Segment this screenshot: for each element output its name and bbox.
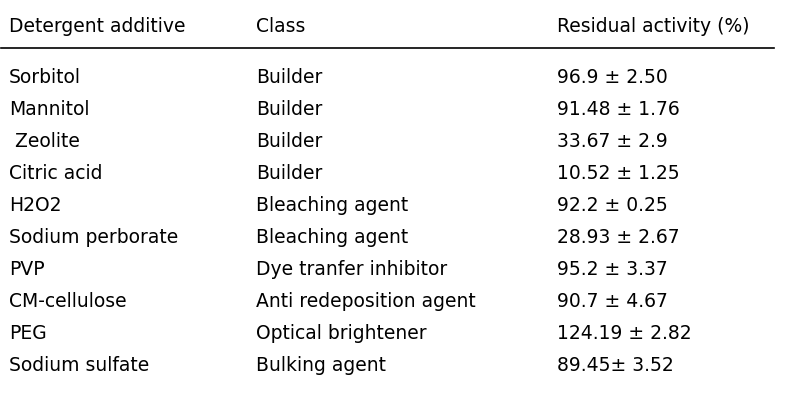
Text: Mannitol: Mannitol <box>9 100 90 119</box>
Text: 91.48 ± 1.76: 91.48 ± 1.76 <box>557 100 681 119</box>
Text: Anti redeposition agent: Anti redeposition agent <box>256 292 476 311</box>
Text: 92.2 ± 0.25: 92.2 ± 0.25 <box>557 196 668 215</box>
Text: Residual activity (%): Residual activity (%) <box>557 17 750 36</box>
Text: Optical brightener: Optical brightener <box>256 324 427 343</box>
Text: PVP: PVP <box>9 260 45 279</box>
Text: Detergent additive: Detergent additive <box>9 17 185 36</box>
Text: 95.2 ± 3.37: 95.2 ± 3.37 <box>557 260 668 279</box>
Text: Zeolite: Zeolite <box>9 132 80 151</box>
Text: Sorbitol: Sorbitol <box>9 68 81 87</box>
Text: Bleaching agent: Bleaching agent <box>256 228 409 247</box>
Text: 10.52 ± 1.25: 10.52 ± 1.25 <box>557 164 680 183</box>
Text: Sodium perborate: Sodium perborate <box>9 228 178 247</box>
Text: Bleaching agent: Bleaching agent <box>256 196 409 215</box>
Text: Class: Class <box>256 17 305 36</box>
Text: 33.67 ± 2.9: 33.67 ± 2.9 <box>557 132 668 151</box>
Text: 96.9 ± 2.50: 96.9 ± 2.50 <box>557 68 668 87</box>
Text: Builder: Builder <box>256 164 323 183</box>
Text: Builder: Builder <box>256 132 323 151</box>
Text: 89.45± 3.52: 89.45± 3.52 <box>557 356 674 375</box>
Text: Sodium sulfate: Sodium sulfate <box>9 356 149 375</box>
Text: 90.7 ± 4.67: 90.7 ± 4.67 <box>557 292 669 311</box>
Text: 28.93 ± 2.67: 28.93 ± 2.67 <box>557 228 680 247</box>
Text: Builder: Builder <box>256 68 323 87</box>
Text: Dye tranfer inhibitor: Dye tranfer inhibitor <box>256 260 448 279</box>
Text: CM-cellulose: CM-cellulose <box>9 292 126 311</box>
Text: PEG: PEG <box>9 324 47 343</box>
Text: Bulking agent: Bulking agent <box>256 356 386 375</box>
Text: Citric acid: Citric acid <box>9 164 103 183</box>
Text: Builder: Builder <box>256 100 323 119</box>
Text: 124.19 ± 2.82: 124.19 ± 2.82 <box>557 324 692 343</box>
Text: H2O2: H2O2 <box>9 196 61 215</box>
